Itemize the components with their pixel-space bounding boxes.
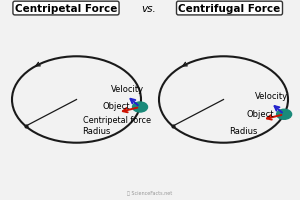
- Text: Object: Object: [103, 102, 130, 111]
- Text: Centripetal force: Centripetal force: [82, 115, 151, 124]
- Text: Centrifugal Force: Centrifugal Force: [178, 4, 280, 14]
- Circle shape: [277, 110, 292, 120]
- Text: Radius: Radius: [82, 126, 111, 135]
- Text: Velocity: Velocity: [255, 92, 288, 101]
- Text: Object: Object: [247, 109, 274, 118]
- Text: Centripetal Force: Centripetal Force: [15, 4, 117, 14]
- Text: Radius: Radius: [230, 126, 258, 135]
- Text: vs.: vs.: [141, 4, 156, 14]
- Text: ⎈ ScienceFacts.net: ⎈ ScienceFacts.net: [128, 190, 172, 195]
- Circle shape: [133, 102, 148, 112]
- Text: Velocity: Velocity: [111, 85, 144, 94]
